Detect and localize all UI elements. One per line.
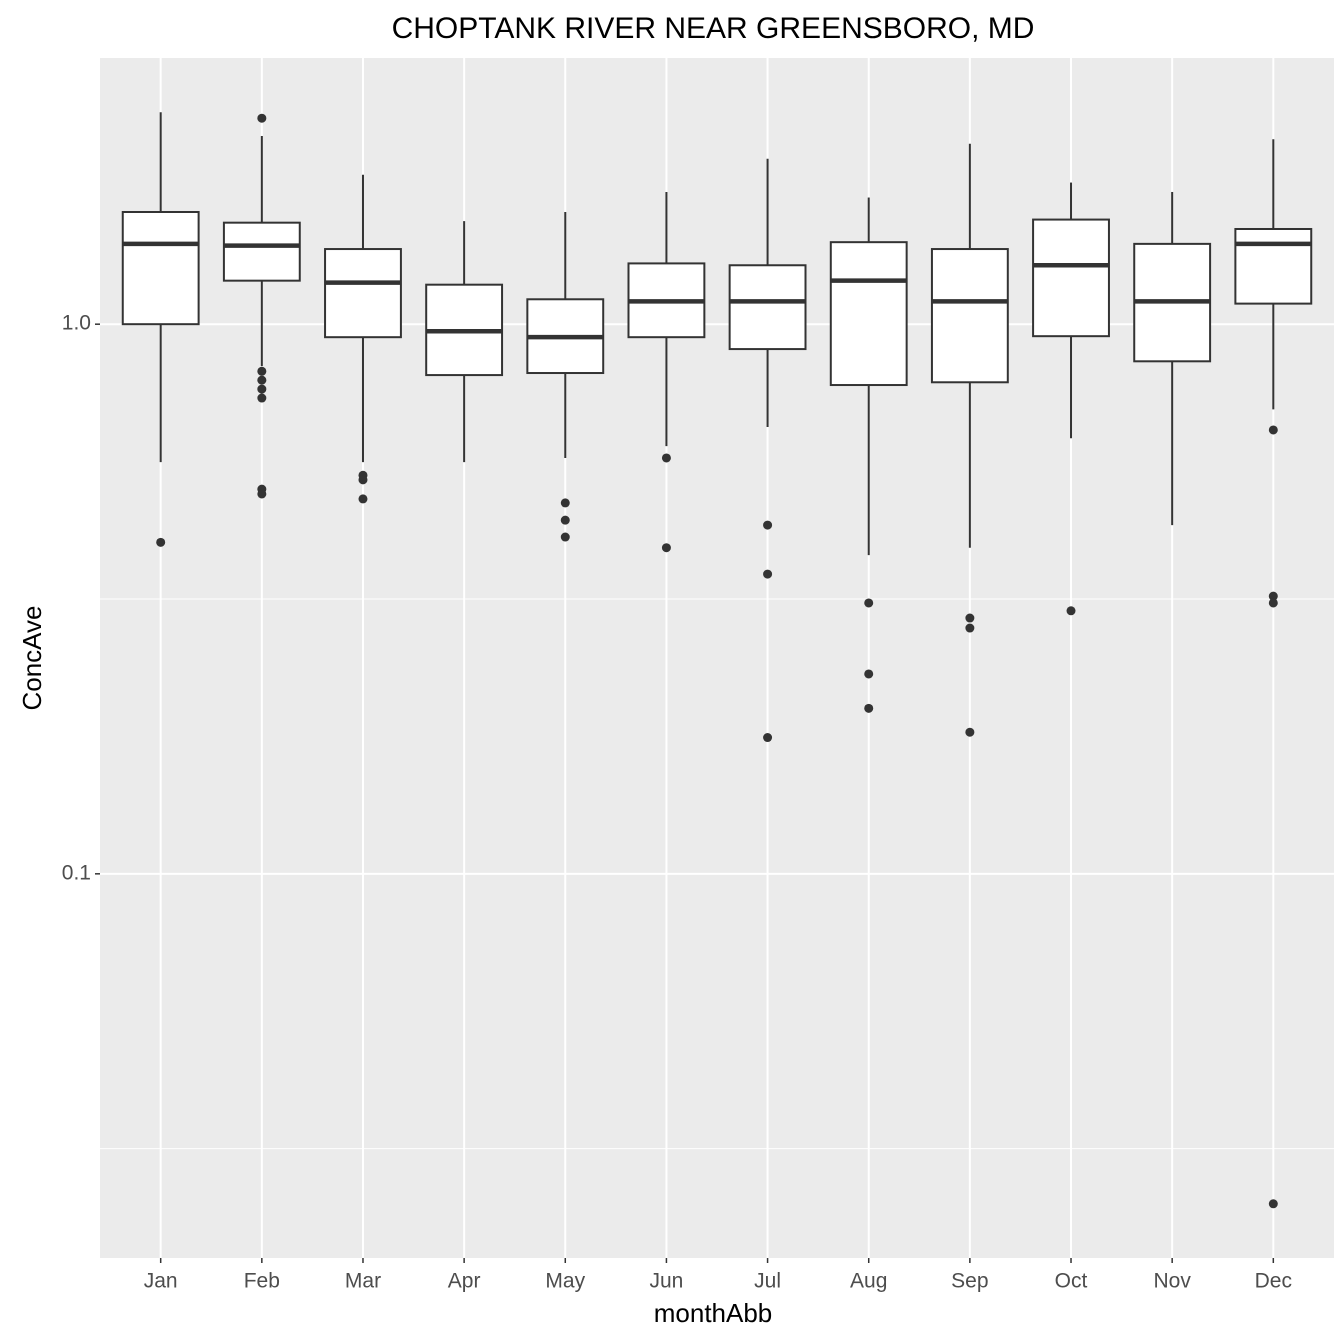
outlier bbox=[965, 613, 975, 623]
outlier bbox=[257, 366, 267, 376]
chart-title: CHOPTANK RIVER NEAR GREENSBORO, MD bbox=[392, 12, 1035, 45]
outlier bbox=[864, 703, 874, 713]
y-tick-label: 1.0 bbox=[62, 312, 91, 335]
x-tick-label: Jul bbox=[754, 1270, 781, 1293]
outlier bbox=[560, 515, 570, 525]
x-tick-label: Feb bbox=[244, 1270, 280, 1293]
outlier bbox=[1268, 598, 1278, 608]
outlier bbox=[1268, 1199, 1278, 1209]
box bbox=[222, 221, 301, 282]
box bbox=[121, 210, 200, 326]
outlier bbox=[763, 520, 773, 530]
outlier bbox=[763, 733, 773, 743]
x-axis-title: monthAbb bbox=[654, 1298, 773, 1328]
x-tick-label: Dec bbox=[1255, 1270, 1292, 1293]
outlier bbox=[661, 543, 671, 553]
outlier bbox=[1268, 425, 1278, 435]
x-tick-label: Mar bbox=[345, 1270, 381, 1293]
y-axis-title: ConcAve bbox=[17, 605, 47, 710]
box bbox=[930, 248, 1009, 384]
outlier bbox=[560, 498, 570, 508]
outlier bbox=[661, 453, 671, 463]
outlier bbox=[257, 113, 267, 123]
x-tick-label: Jan bbox=[144, 1270, 178, 1293]
outlier bbox=[965, 727, 975, 737]
x-tick-label: Nov bbox=[1153, 1270, 1191, 1293]
y-tick-label: 0.1 bbox=[62, 861, 91, 884]
box bbox=[324, 248, 402, 339]
outlier bbox=[560, 532, 570, 542]
outlier bbox=[257, 489, 267, 499]
box bbox=[829, 241, 908, 387]
outlier bbox=[257, 393, 267, 403]
outlier bbox=[965, 623, 975, 633]
outlier bbox=[1066, 606, 1076, 616]
x-tick-label: May bbox=[545, 1270, 585, 1293]
box bbox=[1032, 218, 1110, 338]
outlier bbox=[257, 384, 267, 394]
outlier bbox=[864, 669, 874, 679]
outlier bbox=[763, 569, 773, 579]
outlier bbox=[1268, 591, 1278, 601]
x-tick-label: Apr bbox=[448, 1270, 481, 1293]
outlier bbox=[257, 375, 267, 385]
outlier bbox=[358, 494, 368, 504]
box bbox=[1234, 227, 1313, 305]
x-tick-label: Sep bbox=[951, 1270, 988, 1293]
box bbox=[728, 264, 807, 351]
x-tick-label: Oct bbox=[1055, 1270, 1088, 1293]
outlier bbox=[864, 598, 874, 608]
outlier bbox=[156, 537, 166, 547]
plot-panel bbox=[100, 58, 1334, 1258]
x-tick-label: Jun bbox=[649, 1270, 683, 1293]
outlier bbox=[358, 475, 368, 485]
x-tick-label: Aug bbox=[850, 1270, 887, 1293]
